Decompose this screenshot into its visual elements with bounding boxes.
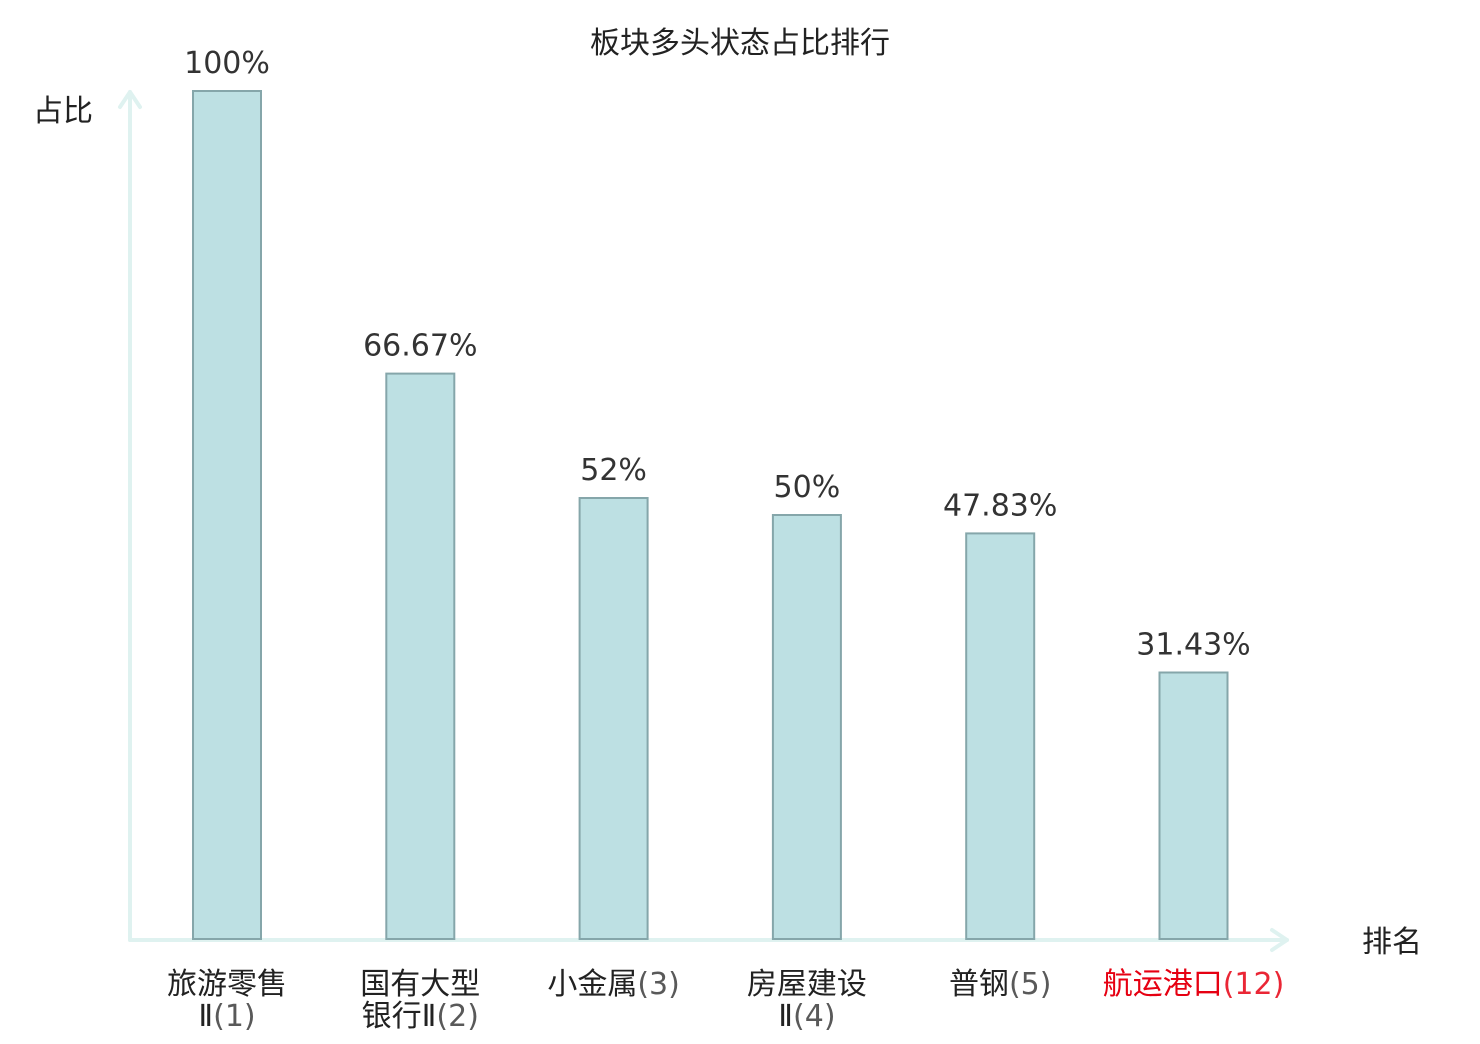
- value-label-5: 47.83%: [943, 488, 1057, 523]
- y-axis: [118, 90, 142, 942]
- x-axis-arrow: [1270, 928, 1289, 952]
- category-label-2-line-2: 银行Ⅱ(2): [362, 999, 479, 1034]
- y-axis-arrow: [118, 90, 142, 109]
- category-label-3-line-1: 小金属(3): [547, 967, 680, 1002]
- category-label-2-line-1: 国有大型: [360, 967, 480, 1002]
- x-axis-label: 排名: [1362, 925, 1422, 960]
- value-label-3: 52%: [580, 453, 647, 488]
- bar-1: [192, 90, 262, 940]
- category-label-5-line-1: 普钢(5): [949, 967, 1051, 1002]
- bar-5: [965, 532, 1036, 941]
- bar-6: [1158, 671, 1229, 940]
- x-axis: [128, 928, 1289, 952]
- value-label-6: 31.43%: [1136, 628, 1250, 663]
- category-label-4-line-2: Ⅱ(4): [778, 999, 835, 1034]
- chart-title: 板块多头状态占比排行: [590, 26, 890, 61]
- category-label-1-line-2: Ⅱ(1): [198, 999, 255, 1034]
- bar-4: [771, 514, 842, 940]
- bars-layer: [192, 90, 1229, 941]
- value-label-4: 50%: [774, 470, 841, 505]
- category-label-6-line-1: 航运港口(12): [1103, 967, 1285, 1002]
- value-label-1: 100%: [184, 46, 270, 81]
- bar-3: [578, 497, 649, 940]
- category-label-1-line-1: 旅游零售: [167, 967, 287, 1002]
- value-label-2: 66.67%: [363, 329, 477, 364]
- value-labels-layer: 100% 66.67% 52% 50% 47.83% 31.43%: [184, 46, 1251, 663]
- category-label-4-line-1: 房屋建设: [747, 967, 867, 1002]
- y-axis-label: 占比: [33, 94, 93, 129]
- bar-2: [385, 372, 456, 941]
